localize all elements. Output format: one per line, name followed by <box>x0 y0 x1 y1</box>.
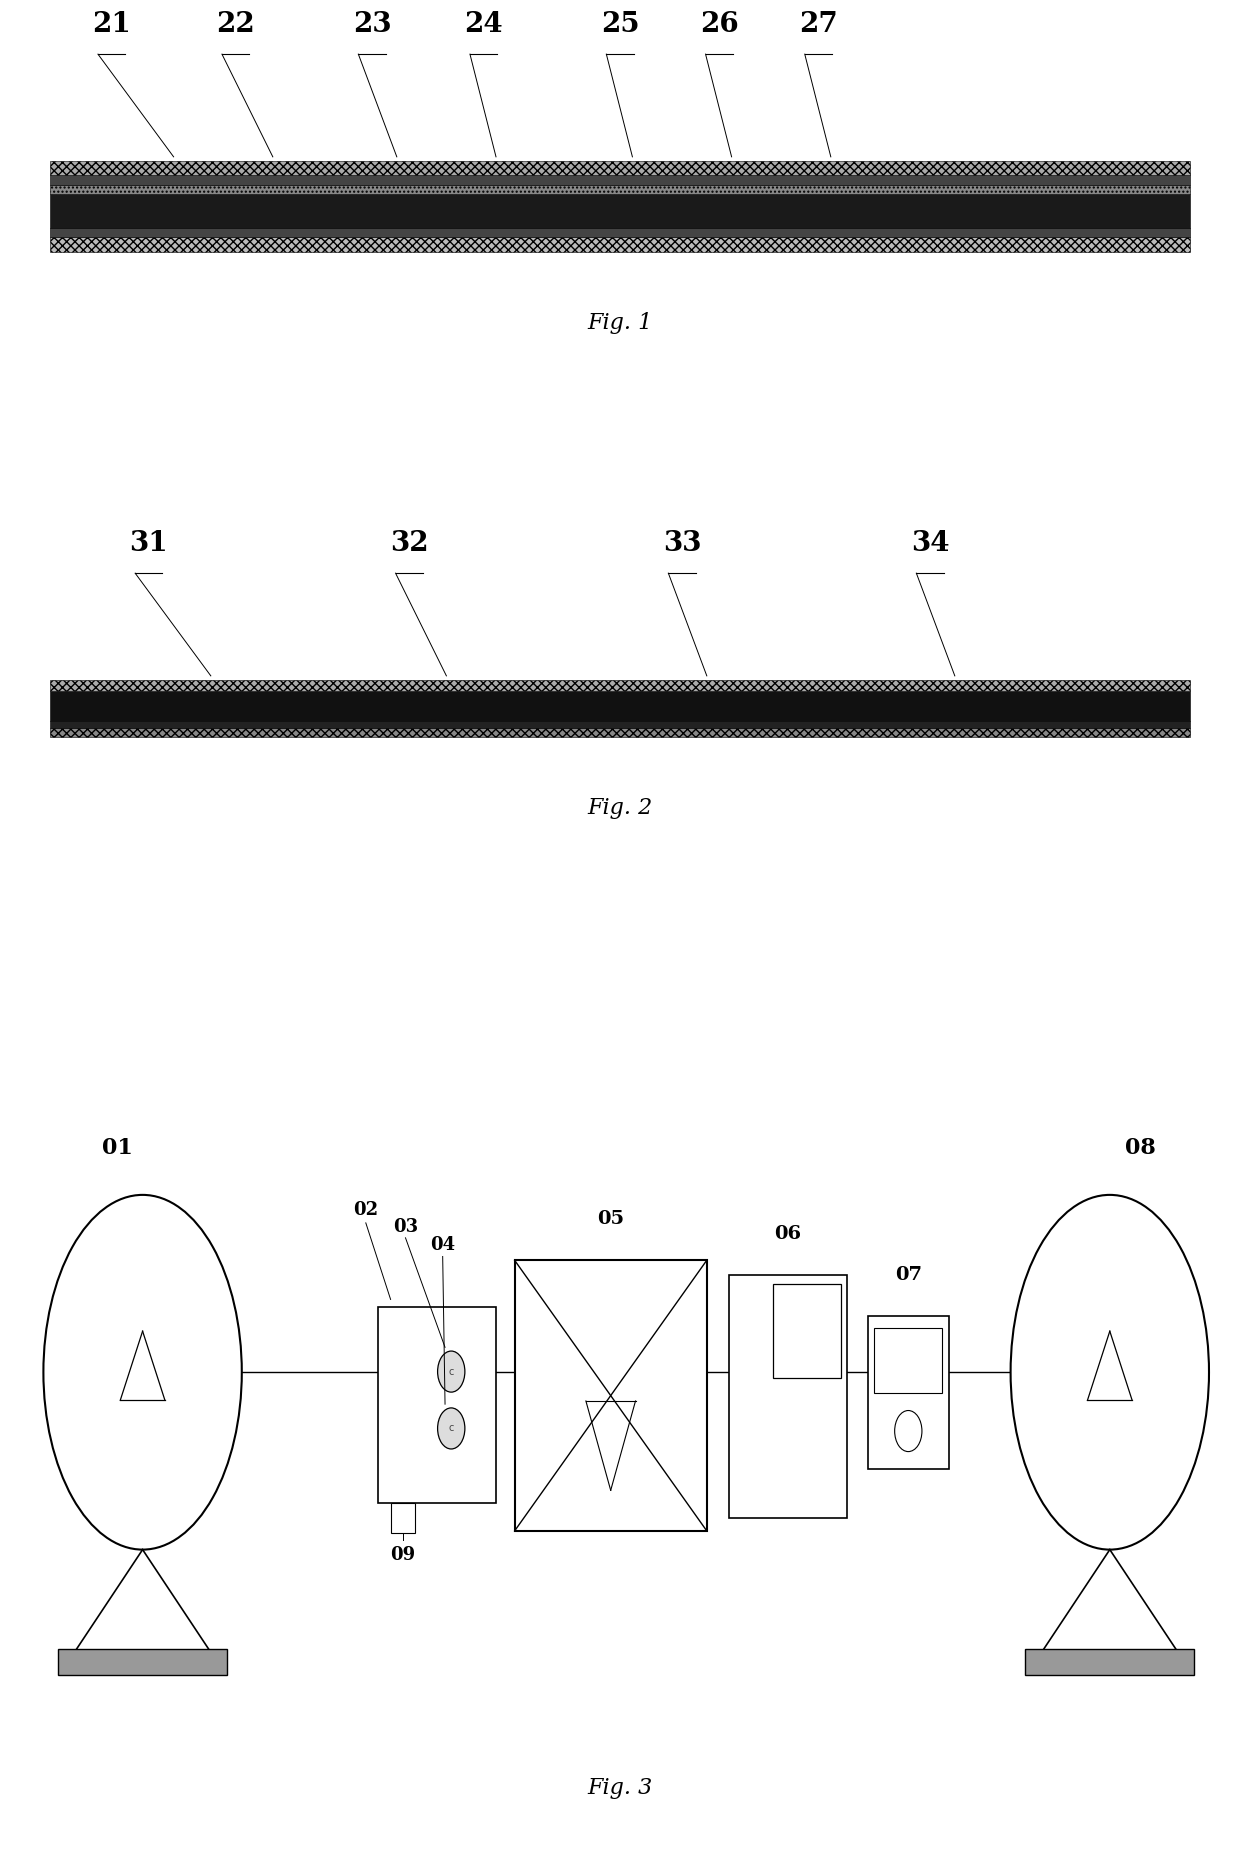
Circle shape <box>894 1411 921 1453</box>
Text: 05: 05 <box>598 1210 624 1228</box>
Text: Fig. 1: Fig. 1 <box>588 312 652 334</box>
Text: 32: 32 <box>389 530 429 556</box>
Bar <box>50 691 1190 721</box>
Text: 22: 22 <box>216 11 255 37</box>
Text: 07: 07 <box>895 1266 921 1284</box>
Ellipse shape <box>43 1195 242 1550</box>
Text: 02: 02 <box>353 1200 378 1219</box>
Text: 01: 01 <box>103 1137 133 1159</box>
Bar <box>50 721 1190 728</box>
Text: Fig. 3: Fig. 3 <box>588 1777 652 1800</box>
Bar <box>50 728 1190 737</box>
Text: Fig. 2: Fig. 2 <box>588 797 652 820</box>
Text: 27: 27 <box>799 11 838 37</box>
Bar <box>378 1307 496 1503</box>
Bar <box>58 1649 227 1675</box>
Text: 34: 34 <box>910 530 950 556</box>
Bar <box>50 175 1190 185</box>
Text: 31: 31 <box>129 530 169 556</box>
Text: 24: 24 <box>464 11 503 37</box>
Text: 08: 08 <box>1126 1137 1156 1159</box>
Text: c: c <box>449 1423 454 1434</box>
Bar <box>868 1316 949 1469</box>
Text: 26: 26 <box>699 11 739 37</box>
Bar <box>50 237 1190 252</box>
Circle shape <box>438 1352 465 1393</box>
Bar <box>1025 1649 1194 1675</box>
Text: 04: 04 <box>430 1236 455 1255</box>
Bar <box>50 185 1190 194</box>
Bar <box>50 228 1190 237</box>
Text: 21: 21 <box>92 11 131 37</box>
Bar <box>391 1503 415 1533</box>
Bar <box>515 1260 707 1531</box>
Text: 23: 23 <box>352 11 392 37</box>
Bar <box>729 1275 847 1518</box>
Text: 06: 06 <box>775 1225 801 1243</box>
Bar <box>50 194 1190 228</box>
Ellipse shape <box>1011 1195 1209 1550</box>
Text: 33: 33 <box>662 530 702 556</box>
Circle shape <box>438 1408 465 1449</box>
Bar <box>874 1329 942 1393</box>
Text: 09: 09 <box>391 1546 415 1565</box>
Text: 03: 03 <box>393 1217 418 1236</box>
Text: 25: 25 <box>600 11 640 37</box>
Bar <box>50 680 1190 691</box>
Text: c: c <box>449 1367 454 1376</box>
Bar <box>50 161 1190 175</box>
Bar <box>773 1284 841 1378</box>
